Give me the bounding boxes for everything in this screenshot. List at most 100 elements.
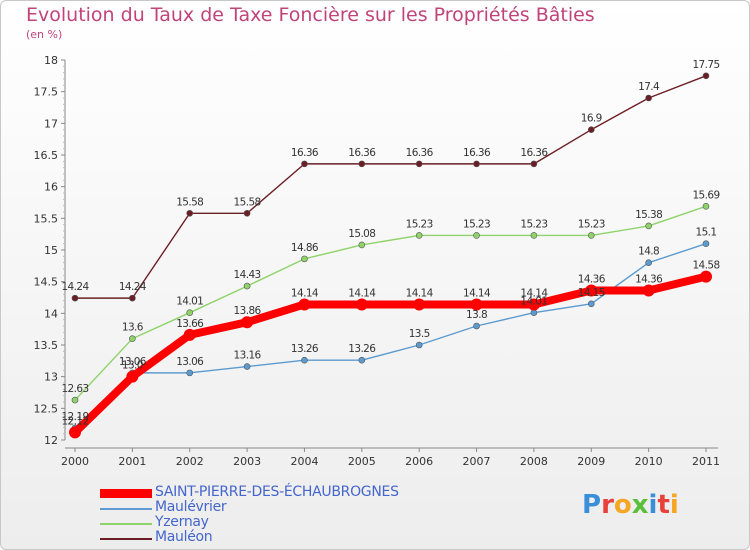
data-point <box>700 270 712 283</box>
data-label: 15.23 <box>520 218 547 230</box>
data-point <box>702 240 710 247</box>
data-label: 14.14 <box>348 287 376 299</box>
legend-label: Mauléon <box>155 529 213 545</box>
data-point <box>702 72 710 80</box>
legend-label: Maulévrier <box>155 499 227 515</box>
data-point <box>587 300 595 308</box>
data-label: 14.86 <box>291 242 319 254</box>
data-label: 14.36 <box>635 274 663 286</box>
series-line <box>74 205 707 401</box>
y-tick-label: 16 <box>44 181 58 194</box>
y-tick-label: 14.5 <box>34 276 59 289</box>
data-label: 14.15 <box>578 287 605 299</box>
data-label: 12.19 <box>61 411 88 423</box>
data-label: 13.6 <box>122 322 144 334</box>
legend-label: Yzernay <box>155 514 209 530</box>
data-point <box>415 232 423 239</box>
data-label: 16.9 <box>581 113 602 125</box>
data-point <box>587 232 595 239</box>
data-point <box>645 222 652 230</box>
data-point <box>301 160 308 168</box>
legend-label: SAINT-PIERRE-DES-ÉCHAUBROGNES <box>155 484 399 500</box>
data-label: 15.38 <box>635 209 662 221</box>
y-tick-label: 12 <box>44 434 58 447</box>
data-label: 16.36 <box>520 147 548 159</box>
logo-letter: o <box>613 490 632 520</box>
x-tick-label: 2002 <box>176 455 204 468</box>
y-tick-label: 14 <box>44 307 58 320</box>
data-point <box>585 284 598 297</box>
data-point <box>243 363 251 370</box>
x-tick-label: 2005 <box>348 455 376 468</box>
data-label: 13.5 <box>409 328 430 340</box>
legend-swatch <box>100 508 152 510</box>
data-point <box>358 356 366 364</box>
data-label: 17.75 <box>692 59 719 71</box>
data-label: 14.01 <box>520 296 547 308</box>
data-label: 13.86 <box>234 305 262 317</box>
y-tick-label: 15.5 <box>34 212 59 225</box>
data-point <box>129 335 136 342</box>
y-tick-label: 13 <box>44 371 58 384</box>
data-label: 15.58 <box>234 196 261 208</box>
data-point <box>527 298 540 311</box>
data-label: 14.14 <box>406 287 434 299</box>
y-tick-label: 15 <box>44 244 58 257</box>
data-label: 13.06 <box>119 356 147 368</box>
data-label: 12.12 <box>61 415 88 427</box>
x-tick-label: 2006 <box>405 455 433 468</box>
data-label: 15.58 <box>176 196 203 208</box>
data-label: 14.01 <box>176 296 203 308</box>
x-tick-label: 2008 <box>520 455 548 468</box>
data-point <box>71 294 79 302</box>
data-point <box>186 209 194 217</box>
data-label: 14.24 <box>119 281 147 293</box>
data-point <box>645 94 652 102</box>
x-tick-label: 2010 <box>635 455 663 468</box>
data-label: 12.63 <box>61 383 88 395</box>
proxiti-logo: Proxiti <box>582 490 679 520</box>
data-point <box>126 370 139 383</box>
data-label: 13.8 <box>466 309 487 321</box>
data-label: 14.14 <box>520 287 548 299</box>
legend-swatch <box>100 538 152 540</box>
data-label: 13.26 <box>348 343 376 355</box>
x-tick-label: 2001 <box>118 455 146 468</box>
data-label: 15.1 <box>696 227 717 239</box>
x-tick-label: 2011 <box>692 455 720 468</box>
series-line <box>74 75 707 299</box>
data-label: 16.36 <box>406 147 434 159</box>
data-point <box>71 396 79 404</box>
data-point <box>473 232 480 239</box>
y-tick-label: 17 <box>44 117 58 130</box>
data-point <box>298 298 311 311</box>
data-point <box>243 282 251 290</box>
data-point <box>413 298 426 311</box>
data-label: 15.23 <box>406 218 433 230</box>
data-label: 16.36 <box>348 147 376 159</box>
data-point <box>642 284 655 297</box>
data-point <box>243 209 251 217</box>
logo-letter: x <box>631 490 649 520</box>
data-point <box>358 241 366 249</box>
data-label: 13.0 <box>122 360 143 372</box>
data-label: 16.36 <box>291 147 319 159</box>
data-point <box>530 160 538 168</box>
data-label: 14.14 <box>291 287 319 299</box>
y-tick-label: 13.5 <box>34 339 59 352</box>
data-label: 14.58 <box>692 260 719 272</box>
data-point <box>645 259 652 266</box>
data-point <box>186 309 194 317</box>
data-point <box>473 160 480 168</box>
data-point <box>129 294 136 302</box>
series-line <box>71 272 710 437</box>
data-label: 17.4 <box>638 81 660 93</box>
y-tick-label: 12.5 <box>34 402 59 415</box>
logo-letter: r <box>601 490 614 520</box>
chart-subtitle: (en %) <box>26 28 63 41</box>
data-label: 15.23 <box>463 218 490 230</box>
data-label: 14.24 <box>61 281 89 293</box>
series-line <box>74 242 707 429</box>
data-label: 13.16 <box>234 350 262 362</box>
